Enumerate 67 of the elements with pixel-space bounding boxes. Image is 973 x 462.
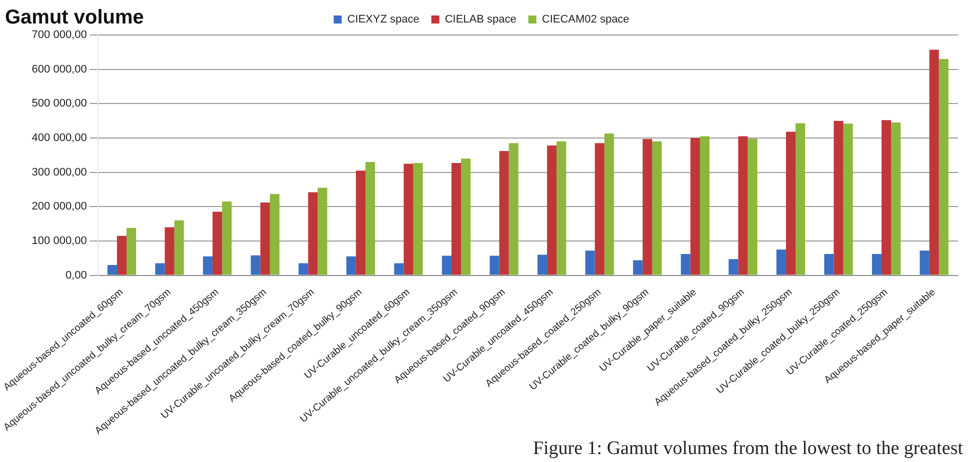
- y-tick-label: 200 000,00: [32, 200, 87, 213]
- bar: [270, 194, 280, 275]
- bar: [126, 228, 136, 275]
- bar: [843, 124, 853, 275]
- bar: [680, 254, 690, 275]
- bar: [164, 227, 174, 275]
- bar: [202, 256, 213, 275]
- y-tick-label: 600 000,00: [32, 63, 87, 76]
- bar: [690, 138, 700, 275]
- bar: [920, 250, 930, 275]
- bar: [250, 255, 260, 275]
- bar: [834, 120, 844, 275]
- y-tick-label: 700 000,00: [32, 29, 87, 42]
- bar: [308, 192, 318, 275]
- bar: [413, 163, 423, 275]
- bar: [260, 202, 270, 275]
- bar: [938, 59, 948, 275]
- bar: [222, 201, 232, 275]
- bar: [642, 139, 652, 275]
- bar: [891, 122, 901, 275]
- bar: [700, 136, 710, 275]
- bar: [748, 138, 758, 275]
- caption: Figure 1: Gamut volumes from the lowest to the greatest: [532, 438, 963, 460]
- bar: [212, 212, 222, 275]
- bar: [929, 50, 939, 275]
- bar: [604, 134, 614, 275]
- bar: [547, 146, 557, 275]
- bar: [174, 220, 184, 275]
- bar: [824, 254, 834, 275]
- bar: [442, 256, 452, 275]
- bar: [298, 263, 308, 275]
- bar: [738, 136, 748, 275]
- bar: [404, 164, 414, 275]
- bar: [776, 250, 786, 275]
- bar: [508, 143, 518, 275]
- y-tick-label: 0,00: [65, 269, 87, 282]
- bar: [585, 250, 595, 275]
- legend-label: CIEXYZ space: [347, 14, 420, 26]
- bar: [116, 236, 127, 275]
- bar: [556, 141, 566, 275]
- bar: [490, 256, 500, 275]
- bar: [107, 265, 117, 275]
- bar: [537, 254, 548, 275]
- y-tick-label: 300 000,00: [32, 166, 87, 178]
- bar: [155, 263, 165, 275]
- y-tick-label: 100 000,00: [32, 235, 87, 247]
- bar: [652, 141, 662, 275]
- legend-label: CIECAM02 space: [542, 14, 630, 26]
- bar: [872, 254, 882, 275]
- y-tick-label: 400 000,00: [32, 132, 87, 144]
- bar: [394, 263, 404, 275]
- chart-title: Gamut volume: [5, 6, 144, 29]
- bar: [882, 120, 892, 275]
- bar: [365, 162, 376, 275]
- bar: [356, 170, 366, 275]
- bar: [796, 123, 806, 275]
- y-tick-label: 500 000,00: [32, 98, 87, 110]
- legend-label: CIELAB space: [444, 14, 516, 26]
- bar: [451, 163, 462, 275]
- bar: [728, 259, 738, 275]
- bar: [346, 256, 356, 275]
- bar: [786, 132, 796, 275]
- bar: [318, 188, 328, 275]
- bar: [594, 143, 604, 275]
- bar: [461, 158, 471, 275]
- bar: [633, 260, 643, 275]
- bar: [499, 151, 509, 275]
